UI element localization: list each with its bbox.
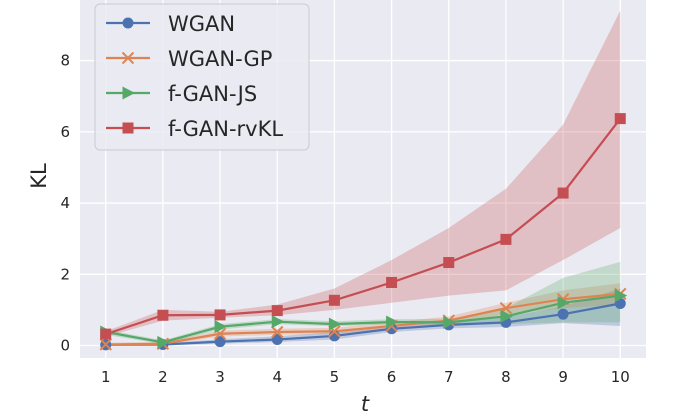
point-wgan-gp	[99, 338, 112, 351]
x-tick-label: 7	[444, 368, 454, 386]
point-f-gan-rvkl	[214, 309, 226, 321]
point-f-gan-rvkl	[100, 328, 112, 340]
point-wgan	[214, 336, 226, 348]
line-wgan	[105, 302, 621, 346]
line-f-gan-js	[105, 294, 621, 344]
x-tick-label: 3	[215, 368, 225, 386]
point-f-gan-js	[500, 309, 513, 323]
line-f-gan-rvkl	[105, 117, 622, 336]
x-tick-label: 8	[501, 368, 511, 386]
point-f-gan-rvkl	[557, 187, 569, 199]
point-f-gan-js	[157, 335, 170, 349]
point-f-gan-rvkl	[500, 233, 512, 245]
band-wgan	[105, 288, 621, 346]
legend-label-f-gan-rvkl: f-GAN-rvKL	[168, 117, 283, 141]
x-tick-label: 2	[158, 368, 168, 386]
x-tick-label: 5	[330, 368, 340, 386]
y-tick-label: 0	[60, 337, 70, 355]
legend-marker-wgan	[122, 17, 134, 29]
x-tick-label: 4	[272, 368, 282, 386]
legend-marker-f-gan-rvkl	[122, 122, 134, 134]
point-f-gan-rvkl	[157, 309, 169, 321]
point-f-gan-js	[443, 315, 456, 329]
line-wgan-gp	[105, 292, 621, 346]
series-markers	[99, 113, 628, 351]
point-wgan	[271, 333, 283, 345]
x-tick-label: 1	[101, 368, 111, 386]
legend-label-wgan-gp: WGAN-GP	[168, 47, 272, 71]
point-f-gan-js	[614, 289, 628, 303]
y-tick-label: 6	[60, 123, 70, 141]
point-f-gan-js	[214, 320, 228, 334]
point-f-gan-js	[386, 315, 399, 329]
y-tick-labels: 0 2 4 6 8	[60, 52, 70, 355]
x-tick-labels: 1 2 3 4 5 6 7 8 9 10	[101, 368, 630, 386]
point-f-gan-rvkl	[443, 257, 455, 269]
point-f-gan-rvkl	[386, 276, 398, 288]
x-tick-label: 9	[558, 368, 568, 386]
legend: WGAN WGAN-GP f-GAN-JS f-GAN-rvKL	[94, 3, 310, 151]
x-tick-label: 10	[611, 368, 630, 386]
x-tick-label: 6	[387, 368, 397, 386]
legend-box	[94, 3, 310, 151]
point-f-gan-js	[271, 315, 285, 329]
y-axis-label: KL	[27, 163, 51, 189]
y-tick-label: 2	[60, 265, 70, 283]
point-f-gan-rvkl	[328, 294, 340, 306]
y-tick-label: 4	[60, 194, 70, 212]
point-wgan	[614, 297, 626, 309]
band-f-gan-rvkl	[105, 10, 621, 337]
legend-marker-f-gan-js	[122, 86, 135, 100]
point-wgan	[557, 308, 569, 320]
legend-marker-wgan-gp	[121, 51, 135, 65]
legend-label-wgan: WGAN	[168, 12, 235, 36]
legend-label-f-gan-js: f-GAN-JS	[168, 82, 257, 106]
point-f-gan-js	[557, 296, 571, 310]
series-lines	[105, 117, 622, 346]
point-f-gan-rvkl	[271, 305, 283, 317]
point-wgan-gp	[271, 325, 284, 339]
y-tick-label: 8	[60, 52, 70, 70]
x-axis-label: t	[361, 392, 370, 416]
point-f-gan-rvkl	[614, 113, 626, 125]
point-f-gan-js	[328, 317, 342, 331]
